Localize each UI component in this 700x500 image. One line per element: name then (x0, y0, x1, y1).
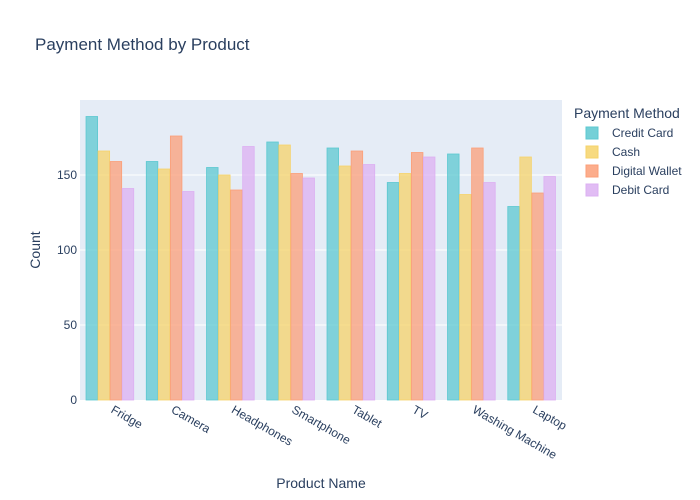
x-axis-title: Product Name (276, 475, 366, 491)
bar-digital-wallet (169, 135, 183, 401)
bar-digital-wallet (350, 150, 364, 401)
bar-cash (398, 173, 412, 401)
legend-title: Payment Method (574, 105, 680, 121)
bar-credit-card (326, 147, 339, 401)
y-axis-title: Count (27, 231, 43, 268)
bar-cash (97, 150, 111, 401)
bar-debit-card (121, 188, 135, 401)
legend-label: Credit Card (612, 126, 673, 140)
x-tick-label: Tablet (350, 402, 385, 430)
y-tick-label: 150 (57, 168, 77, 182)
bar-cash (157, 168, 171, 401)
bar-cash (278, 144, 291, 401)
x-tick-label: Laptop (530, 402, 569, 433)
bar-credit-card (85, 116, 98, 401)
bar-cash (218, 174, 231, 401)
legend-label: Debit Card (612, 183, 669, 197)
bar-digital-wallet (230, 189, 243, 401)
bar-debit-card (302, 177, 315, 401)
bar-debit-card (242, 146, 255, 401)
bar-debit-card (182, 191, 195, 401)
bar-debit-card (483, 182, 496, 401)
bar-digital-wallet (410, 152, 424, 401)
bar-digital-wallet (531, 192, 544, 401)
y-tick-label: 50 (64, 318, 78, 332)
x-tick-label: Smartphone (289, 402, 353, 447)
y-tick-label: 0 (70, 393, 77, 407)
legend-label: Cash (612, 145, 640, 159)
x-tick-label: TV (410, 402, 430, 422)
bars (85, 116, 556, 401)
bar-credit-card (145, 161, 159, 401)
bar-debit-card (543, 176, 556, 401)
x-tick-label: Camera (169, 402, 213, 436)
bar-credit-card (206, 167, 219, 401)
bar-digital-wallet (290, 173, 303, 401)
x-tick-label: Fridge (109, 402, 146, 431)
bar-credit-card (507, 206, 520, 401)
bar-credit-card (266, 141, 279, 401)
y-tick-label: 100 (57, 243, 77, 257)
bar-credit-card (447, 153, 460, 401)
legend-swatch (585, 164, 599, 178)
y-axis-ticks: 0 50 100 150 (57, 168, 77, 407)
legend-swatch (585, 126, 599, 140)
bar-debit-card (423, 156, 436, 401)
legend-label: Digital Wallet (612, 164, 682, 178)
bar-cash (459, 194, 472, 401)
legend: Payment Method Credit Card Cash Digital Wa… (574, 105, 682, 197)
bar-digital-wallet (471, 147, 484, 401)
bar-cash (519, 156, 532, 401)
bar-debit-card (362, 164, 376, 401)
chart-title: Payment Method by Product (35, 35, 250, 54)
x-tick-label: Headphones (229, 402, 295, 448)
bar-cash (338, 165, 352, 401)
bar-digital-wallet (109, 161, 123, 401)
legend-swatch (585, 145, 599, 159)
legend-swatch (585, 183, 599, 197)
bar-credit-card (386, 182, 400, 401)
